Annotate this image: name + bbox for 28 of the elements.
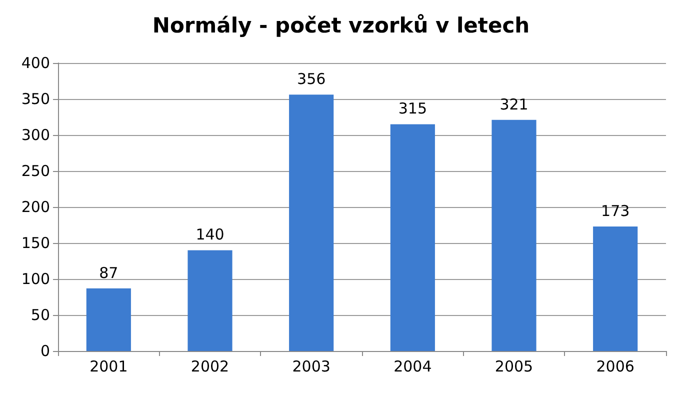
data-label: 87 bbox=[99, 264, 118, 282]
y-tick-label: 50 bbox=[30, 306, 50, 324]
y-tick-label: 250 bbox=[21, 162, 50, 180]
x-tick-label: 2006 bbox=[596, 358, 634, 376]
bar bbox=[289, 94, 334, 351]
x-tick-label: 2005 bbox=[494, 358, 534, 376]
x-tick-label: 2004 bbox=[394, 358, 432, 376]
bar bbox=[492, 120, 536, 351]
bar bbox=[390, 124, 435, 351]
y-tick-label: 100 bbox=[21, 270, 50, 288]
y-tick-label: 300 bbox=[21, 126, 50, 144]
x-tick-label: 2002 bbox=[190, 358, 230, 376]
x-tick-label: 2003 bbox=[292, 358, 330, 376]
bar bbox=[86, 288, 131, 351]
bar bbox=[188, 250, 232, 351]
y-tick-label: 400 bbox=[21, 54, 50, 72]
y-tick-label: 350 bbox=[21, 90, 50, 108]
y-tick-label: 150 bbox=[21, 234, 50, 252]
y-tick-label: 0 bbox=[40, 342, 50, 360]
data-label: 321 bbox=[500, 95, 528, 114]
data-label: 140 bbox=[196, 226, 224, 244]
data-label: 173 bbox=[601, 202, 630, 220]
bar bbox=[593, 226, 638, 351]
y-tick-label: 200 bbox=[21, 198, 50, 216]
x-tick-label: 2001 bbox=[90, 358, 128, 376]
data-label: 315 bbox=[398, 100, 427, 118]
data-label: 356 bbox=[297, 70, 326, 88]
chart-title: Normály - počet vzorků v letech bbox=[152, 14, 530, 38]
